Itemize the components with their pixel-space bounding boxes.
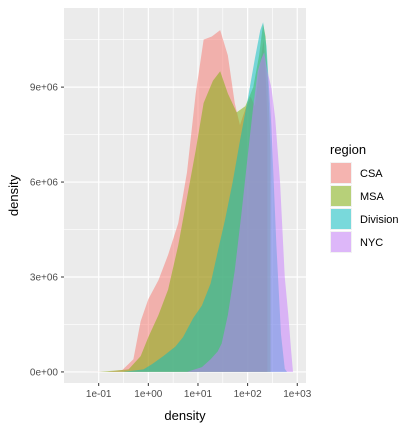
- legend-key-csa: [331, 163, 351, 183]
- x-axis-title: density: [164, 408, 206, 423]
- legend-label-msa: MSA: [360, 191, 385, 203]
- legend-key-nyc: [331, 232, 351, 252]
- y-tick-label: 0e+00: [30, 367, 59, 378]
- legend-label-csa: CSA: [360, 168, 383, 180]
- x-tick-label: 1e+02: [234, 389, 263, 400]
- legend-key-division: [331, 209, 351, 229]
- y-tick-label: 3e+06: [30, 272, 59, 283]
- y-axis-title: density: [6, 174, 21, 216]
- legend: region CSA MSA Division NYC: [330, 142, 399, 253]
- legend-title: region: [330, 142, 366, 157]
- y-tick-label: 6e+06: [30, 178, 59, 189]
- y-tick-label: 9e+06: [30, 83, 59, 94]
- legend-label-nyc: NYC: [360, 237, 383, 249]
- legend-label-division: Division: [360, 214, 399, 226]
- density-areas: [83, 22, 293, 372]
- area-nyc: [186, 52, 293, 372]
- x-tick-label: 1e-01: [86, 389, 112, 400]
- x-tick-label: 1e+01: [184, 389, 213, 400]
- y-axis-ticks: 0e+00 3e+06 6e+06 9e+06: [30, 83, 64, 378]
- legend-key-msa: [331, 186, 351, 206]
- x-axis-ticks: 1e-01 1e+00 1e+01 1e+02 1e+03: [86, 383, 312, 400]
- x-tick-label: 1e+00: [134, 389, 163, 400]
- x-tick-label: 1e+03: [283, 389, 312, 400]
